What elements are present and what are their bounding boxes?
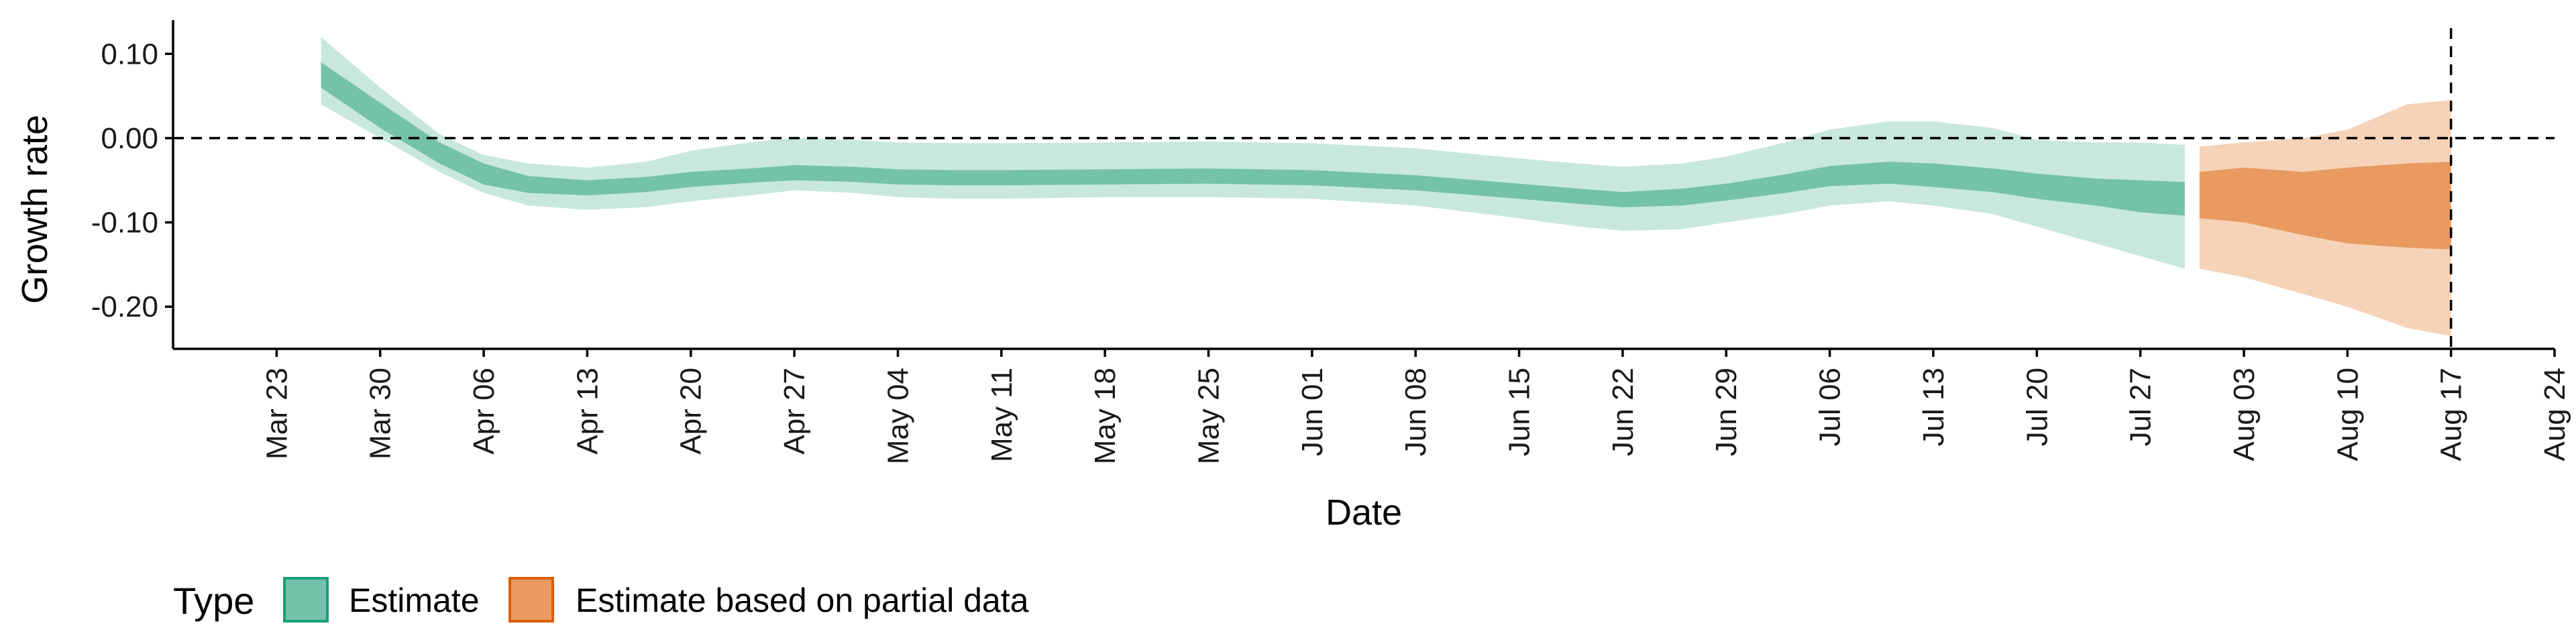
plot-area [173,28,2555,349]
series-partial-inner-band [2199,162,2451,250]
x-tick-label: Jul 13 [1917,368,1950,446]
x-tick-label: Jun 01 [1296,368,1329,456]
x-tick-label: May 11 [985,368,1018,462]
series-estimate-inner-band [321,62,2185,216]
axes: 0.10 0.00 -0.10 -0.20 Mar 23 Mar 30 Apr 06 Apr … [91,20,2571,464]
legend: Type Estimate Estimate based on partial … [173,577,1029,623]
x-tick-label: Mar 30 [364,368,397,460]
legend-title: Type [173,580,254,622]
y-tick-label: 0.00 [101,122,158,155]
y-tick-label: -0.20 [91,290,158,323]
series-estimate-outer-band [321,37,2185,269]
x-tick-label: Mar 23 [260,368,293,460]
x-tick-label: Jul 27 [2125,368,2157,446]
y-tick-label: 0.10 [101,38,158,70]
x-tick-label: Jun 08 [1399,368,1432,456]
y-axis-title: Growth rate [15,115,55,304]
x-tick-label: Apr 13 [571,368,604,455]
x-tick-label: Jun 22 [1607,368,1640,456]
x-tick-label: May 18 [1089,368,1122,464]
series-partial [2199,100,2451,337]
x-tick-label: May 25 [1193,368,1226,464]
legend-label-estimate: Estimate [349,582,480,619]
x-tick-label: Apr 06 [468,368,500,455]
x-tick-label: Aug 24 [2538,368,2571,461]
x-tick-label: Jul 06 [1814,368,1847,446]
x-tick-label: Aug 03 [2228,368,2261,461]
x-tick-label: Aug 17 [2435,368,2468,461]
x-tick-label: May 04 [881,368,914,464]
x-tick-label: Apr 20 [675,368,708,455]
y-tick-label: -0.10 [91,207,158,239]
x-tick-label: Jun 15 [1503,368,1536,456]
series-estimate [321,37,2185,269]
x-tick-label: Apr 27 [778,368,811,455]
legend-swatch-partial [508,577,554,623]
x-tick-label: Jul 20 [2021,368,2053,446]
legend-swatch-estimate [283,577,329,623]
x-tick-label: Jun 29 [1710,368,1743,456]
x-axis-title: Date [1326,492,1402,533]
x-tick-label: Aug 10 [2331,368,2364,461]
legend-label-partial: Estimate based on partial data [576,582,1029,619]
